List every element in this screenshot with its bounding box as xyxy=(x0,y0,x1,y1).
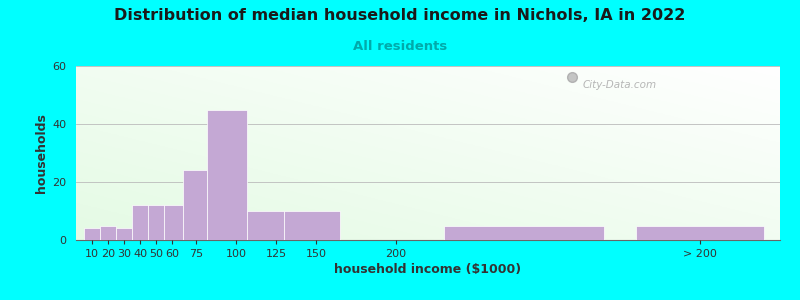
Bar xyxy=(148,205,164,240)
Bar xyxy=(132,205,148,240)
Bar xyxy=(84,228,100,240)
Text: City-Data.com: City-Data.com xyxy=(583,80,657,90)
Bar xyxy=(116,228,132,240)
Bar xyxy=(183,170,207,240)
Bar xyxy=(207,110,247,240)
X-axis label: household income ($1000): household income ($1000) xyxy=(334,263,522,276)
Bar xyxy=(444,226,604,240)
Bar xyxy=(636,226,764,240)
Bar xyxy=(284,211,340,240)
Text: All residents: All residents xyxy=(353,40,447,53)
Y-axis label: households: households xyxy=(35,113,48,193)
Bar xyxy=(164,205,183,240)
Text: Distribution of median household income in Nichols, IA in 2022: Distribution of median household income … xyxy=(114,8,686,22)
Bar xyxy=(247,211,284,240)
Bar xyxy=(100,226,116,240)
